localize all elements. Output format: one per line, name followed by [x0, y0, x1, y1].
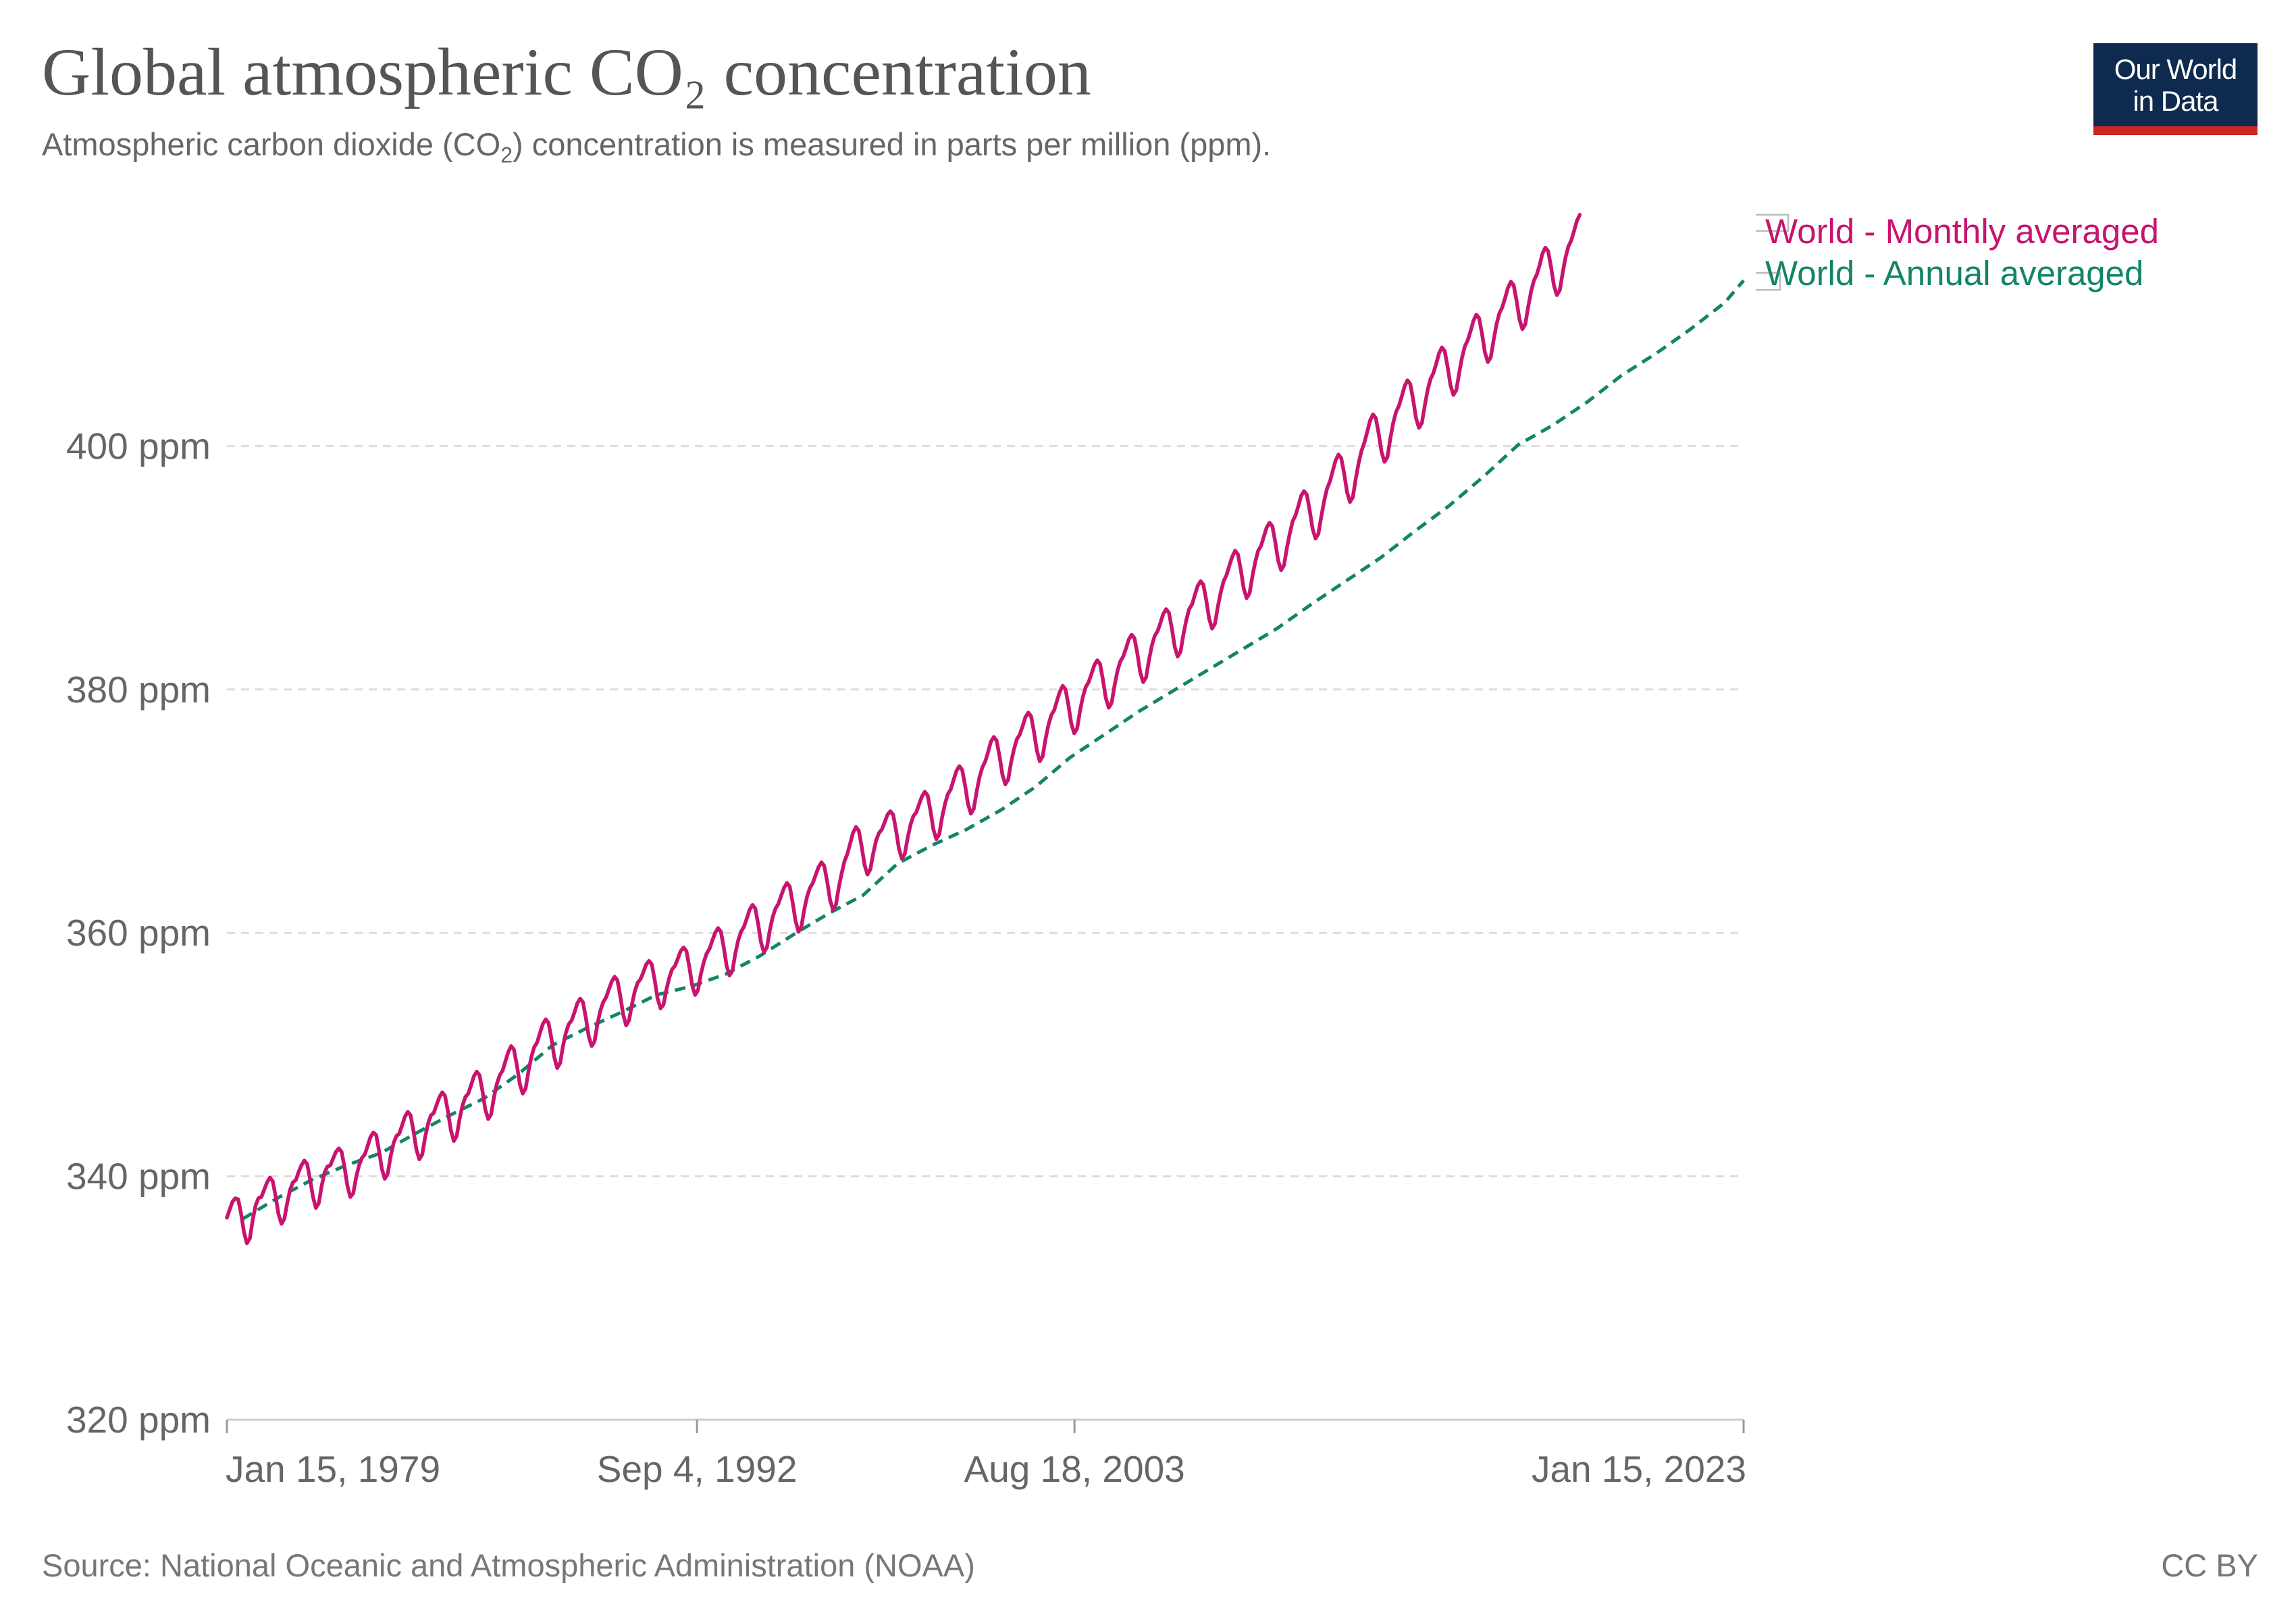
license-link[interactable]: CC BY — [2161, 1547, 2258, 1583]
x-tick-label-1: Sep 4, 1992 — [597, 1448, 798, 1490]
y-tick-label-400: 400 ppm — [66, 425, 211, 467]
x-axis: Jan 15, 1979 Sep 4, 1992 Aug 18, 2003 Jan 1… — [226, 1418, 1746, 1490]
grid-lines — [227, 444, 1744, 1178]
legend-label-monthly: World - Monthly averaged — [1765, 212, 2159, 251]
y-tick-label-360: 360 ppm — [66, 912, 211, 954]
logo-line-1: Our World — [2114, 53, 2238, 85]
y-tick-label-340: 340 ppm — [66, 1156, 211, 1198]
y-tick-label-320: 320 ppm — [66, 1399, 211, 1441]
legend-connector-monthly — [1756, 213, 1790, 232]
source-note: Source: National Oceanic and Atmospheric… — [42, 1547, 975, 1583]
legend-connector-annual — [1756, 272, 1781, 291]
our-world-in-data-logo[interactable]: Our World in Data — [2093, 43, 2258, 135]
y-tick-label-380: 380 ppm — [66, 669, 211, 711]
series-line-monthly — [225, 213, 1582, 1245]
chart-title: Global atmospheric CO₂ concentration — [42, 34, 1091, 109]
x-tick-label-0: Jan 15, 1979 — [226, 1448, 440, 1490]
y-axis-ticks: 320 ppm 340 ppm 360 ppm 380 ppm 400 ppm — [66, 425, 211, 1441]
x-tick-label-3: Jan 15, 2023 — [1532, 1448, 1746, 1490]
logo-line-2: in Data — [2133, 84, 2218, 117]
legend-label-annual: World - Annual averaged — [1765, 254, 2143, 292]
x-tick-label-2: Aug 18, 2003 — [964, 1448, 1185, 1490]
chart-subtitle: Atmospheric carbon dioxide (CO2) concent… — [42, 126, 1272, 168]
series-line-annual — [242, 279, 1745, 1220]
series-lines — [225, 213, 1745, 1245]
